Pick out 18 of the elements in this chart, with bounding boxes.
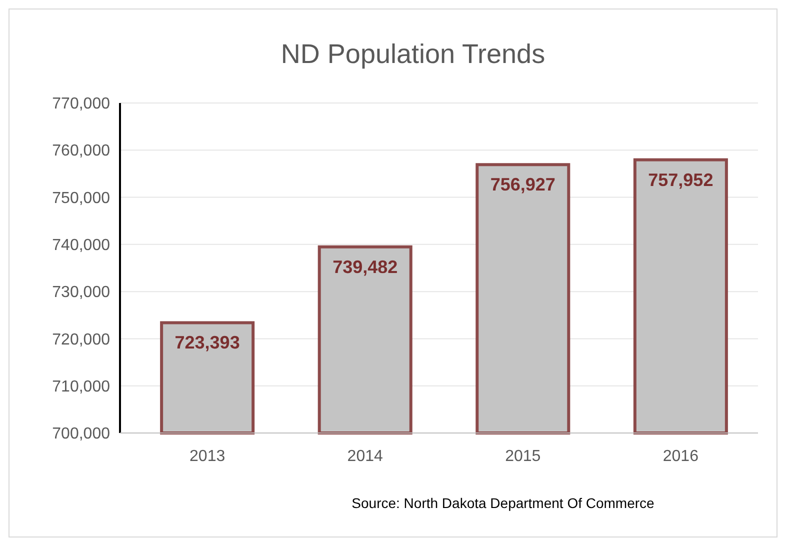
x-tick-label: 2016 <box>662 448 699 465</box>
y-tick-label: 740,000 <box>52 237 110 254</box>
data-label: 739,482 <box>332 256 398 277</box>
chart-title: ND Population Trends <box>280 39 546 69</box>
source-note: Source: North Dakota Department Of Commerce <box>352 495 655 511</box>
y-tick-label: 750,000 <box>52 190 110 207</box>
data-label: 723,393 <box>174 332 240 353</box>
data-label: 757,952 <box>648 170 714 190</box>
data-label: 756,927 <box>490 174 556 195</box>
y-tick-label: 760,000 <box>52 142 110 160</box>
x-tick-label: 2015 <box>505 448 541 465</box>
y-tick-label: 720,000 <box>52 331 110 348</box>
y-tick-label: 730,000 <box>52 284 110 302</box>
x-tick-label: 2013 <box>190 448 226 465</box>
y-tick-label: 770,000 <box>52 96 110 113</box>
x-tick-label: 2014 <box>347 448 384 465</box>
y-tick-label: 700,000 <box>52 426 110 443</box>
y-tick-label: 710,000 <box>52 378 110 396</box>
